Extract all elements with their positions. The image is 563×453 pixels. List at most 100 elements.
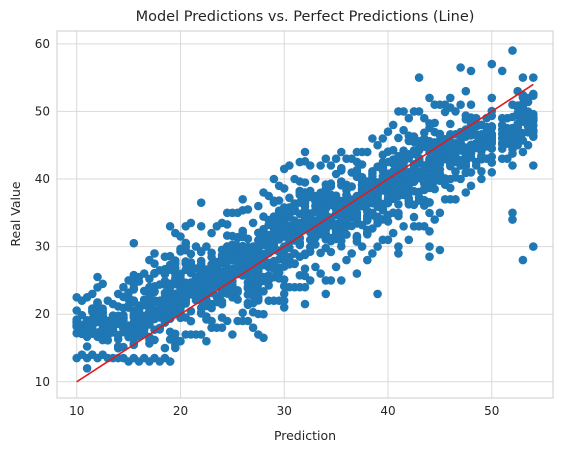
data-point (357, 160, 367, 169)
data-point (243, 316, 253, 326)
data-point (497, 66, 507, 76)
data-point (305, 161, 315, 170)
data-point (222, 316, 232, 326)
x-tick-label: 40 (380, 404, 395, 418)
data-point (399, 107, 408, 116)
data-point (414, 73, 424, 82)
data-point (461, 188, 471, 197)
data-point (414, 107, 424, 116)
data-point (82, 364, 92, 373)
data-point (352, 165, 362, 175)
data-point (425, 242, 434, 251)
data-point (337, 147, 346, 157)
data-point (461, 86, 471, 96)
data-point (352, 214, 362, 223)
data-point (529, 242, 538, 251)
data-point (300, 264, 310, 274)
data-point (181, 238, 190, 248)
data-point (285, 243, 294, 253)
data-point (383, 127, 393, 136)
data-point (331, 262, 341, 272)
data-point (451, 195, 460, 204)
data-point (523, 97, 533, 107)
y-tick-label: 20 (35, 307, 50, 321)
data-point (352, 233, 362, 243)
data-point (430, 118, 440, 128)
data-point (477, 167, 486, 176)
data-point (326, 276, 336, 285)
data-point (196, 330, 206, 339)
data-point (311, 240, 320, 249)
data-point (238, 308, 247, 318)
data-point (347, 249, 357, 258)
x-tick-label: 20 (173, 404, 188, 418)
data-point (150, 249, 159, 258)
data-point (233, 287, 242, 297)
data-point (352, 269, 362, 278)
data-point (357, 242, 367, 251)
data-point (202, 242, 211, 251)
data-point (171, 329, 180, 339)
data-point (487, 138, 497, 148)
data-point (435, 208, 445, 218)
data-point (326, 247, 336, 257)
data-point (150, 259, 159, 269)
data-point (373, 289, 382, 299)
data-point (233, 295, 242, 304)
data-point (425, 252, 434, 261)
data-point (279, 289, 289, 299)
data-point (508, 161, 517, 170)
data-point (368, 224, 377, 233)
data-point (394, 249, 403, 258)
data-point (347, 182, 357, 191)
data-point (129, 238, 139, 248)
y-tick-labels: 10 20 30 40 50 60 (35, 37, 50, 389)
data-point (466, 66, 476, 76)
data-point (119, 282, 128, 292)
data-point (253, 201, 263, 211)
data-point (487, 59, 497, 69)
data-point (420, 113, 429, 123)
data-point (456, 174, 465, 184)
data-point (466, 100, 476, 109)
data-point (342, 230, 351, 239)
data-point (383, 235, 393, 245)
data-point (487, 158, 497, 167)
data-point (248, 323, 258, 333)
data-point (466, 181, 476, 191)
data-point (207, 228, 216, 238)
chart-title: Model Predictions vs. Perfect Prediction… (136, 9, 475, 25)
scatter-points (72, 46, 538, 373)
y-axis-label: Real Value (8, 181, 23, 247)
data-point (378, 134, 388, 143)
data-point (399, 222, 408, 231)
data-point (430, 215, 440, 224)
x-tick-labels: 10 20 30 40 50 (69, 404, 499, 418)
data-point (134, 306, 144, 315)
data-point (243, 205, 253, 214)
data-point (279, 184, 289, 193)
data-point (285, 161, 294, 170)
data-point (279, 303, 289, 312)
data-point (508, 208, 517, 218)
data-point (337, 236, 346, 246)
data-point (518, 73, 528, 82)
data-point (487, 93, 497, 103)
data-point (217, 323, 227, 333)
x-tick-label: 10 (69, 404, 84, 418)
data-point (176, 336, 185, 346)
data-point (487, 123, 497, 133)
perfect-prediction-line (76, 83, 534, 383)
data-point (508, 46, 517, 55)
data-point (399, 125, 408, 135)
data-point (326, 161, 336, 170)
plot-frame (56, 30, 554, 399)
data-point (404, 113, 414, 123)
data-point (207, 316, 216, 326)
data-point (274, 268, 284, 278)
data-point (150, 335, 159, 345)
y-tick-label: 40 (35, 172, 50, 186)
data-point (93, 272, 102, 282)
data-point (196, 247, 206, 257)
